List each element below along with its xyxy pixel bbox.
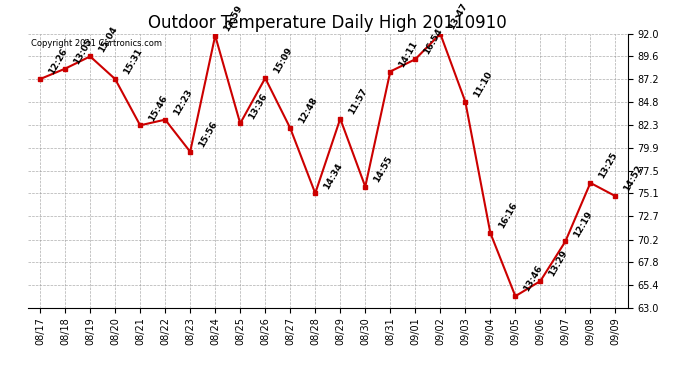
Text: 13:25: 13:25: [598, 151, 620, 180]
Text: 13:46: 13:46: [522, 264, 544, 293]
Text: 13:29: 13:29: [547, 249, 569, 278]
Text: 14:34: 14:34: [322, 161, 344, 190]
Text: 14:11: 14:11: [397, 39, 420, 69]
Text: 12:48: 12:48: [297, 96, 319, 125]
Text: 11:10: 11:10: [472, 70, 494, 99]
Text: 14:55: 14:55: [372, 154, 395, 184]
Text: 13:05: 13:05: [72, 37, 94, 66]
Text: 16:16: 16:16: [497, 201, 520, 230]
Text: Copyright 2011 Cartronics.com: Copyright 2011 Cartronics.com: [30, 39, 161, 48]
Text: 15:09: 15:09: [272, 46, 294, 75]
Text: 13:47: 13:47: [447, 2, 469, 31]
Text: 15:46: 15:46: [147, 93, 169, 123]
Text: 15:31: 15:31: [122, 47, 144, 76]
Text: 14:52: 14:52: [622, 164, 644, 194]
Text: 16:54: 16:54: [422, 27, 444, 57]
Text: 15:04: 15:04: [97, 24, 119, 54]
Title: Outdoor Temperature Daily High 20110910: Outdoor Temperature Daily High 20110910: [148, 14, 507, 32]
Text: 13:36: 13:36: [247, 92, 269, 121]
Text: 12:23: 12:23: [172, 88, 194, 117]
Text: 15:56: 15:56: [197, 120, 219, 149]
Text: 12:26: 12:26: [47, 47, 69, 76]
Text: 12:19: 12:19: [572, 209, 595, 238]
Text: 13:59: 13:59: [222, 3, 244, 33]
Text: 11:57: 11:57: [347, 87, 369, 116]
